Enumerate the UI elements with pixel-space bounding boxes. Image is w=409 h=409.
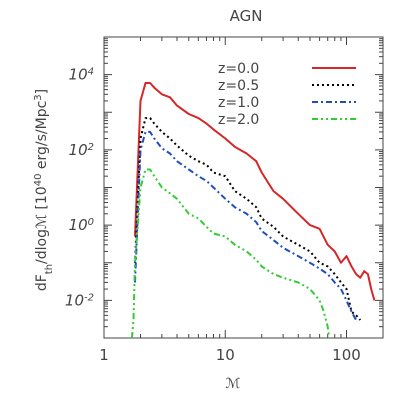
x-tick-label: 10 xyxy=(216,346,235,364)
y-tick-label: 104 xyxy=(69,66,94,84)
legend-label: z=0.5 xyxy=(218,78,259,94)
legend-label: z=2.0 xyxy=(218,112,259,128)
series-line-z=0.0 xyxy=(134,82,376,301)
y-axis: 10-2 100 102 104 xyxy=(65,36,383,339)
legend-label: z=0.0 xyxy=(218,61,259,77)
y-axis-label: dFth/dlogℳ [1040 erg/s/Mpc3] xyxy=(33,89,55,291)
x-tick-label: 100 xyxy=(332,346,361,364)
legend-label: z=1.0 xyxy=(218,95,259,111)
x-tick-label: 1 xyxy=(99,346,109,364)
series-line-z=1.0 xyxy=(134,130,357,321)
y-tick-label: 10-2 xyxy=(65,291,94,309)
x-axis-label: ℳ xyxy=(226,376,241,392)
y-tick-label: 102 xyxy=(69,141,94,159)
x-axis: 1 10 100 xyxy=(99,37,384,364)
series-layer xyxy=(130,82,376,339)
y-tick-label: 100 xyxy=(69,216,94,234)
series-line-z=0.5 xyxy=(134,117,362,321)
legend: z=0.0z=0.5z=1.0z=2.0 xyxy=(218,61,356,128)
series-line-z=2.0 xyxy=(130,168,331,339)
chart-title: AGN xyxy=(230,7,263,25)
